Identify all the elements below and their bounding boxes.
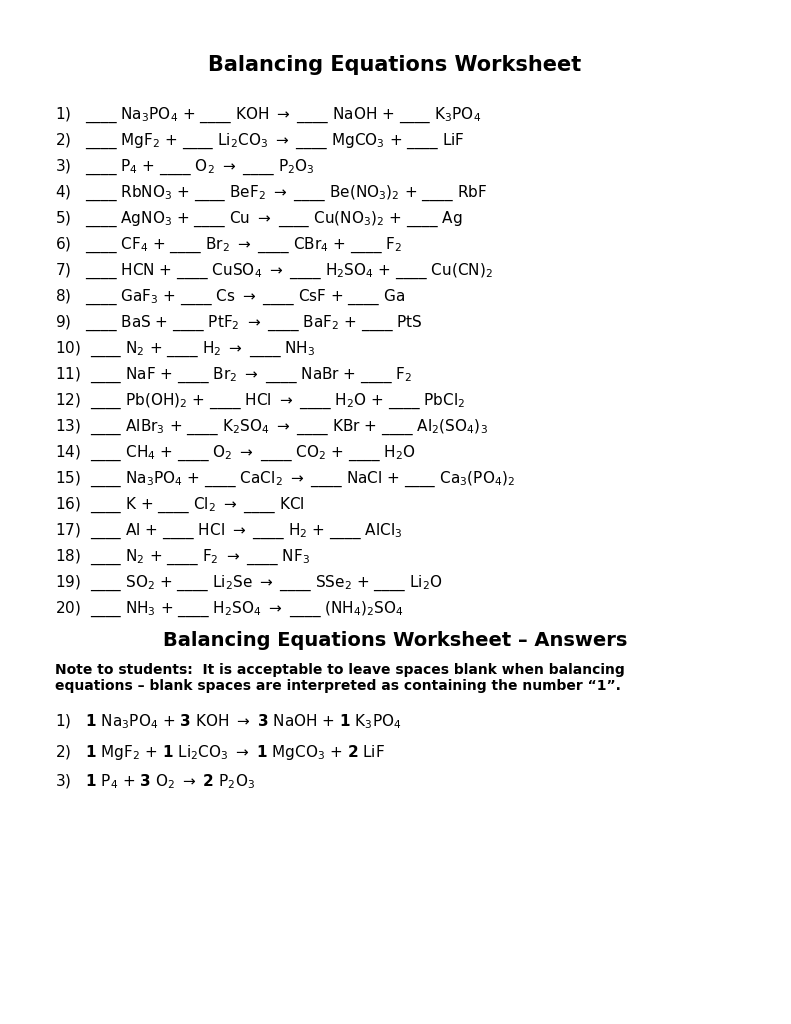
Text: 9)   ____ BaS + ____ PtF$_2$ $\rightarrow$ ____ BaF$_2$ + ____ PtS: 9) ____ BaS + ____ PtF$_2$ $\rightarrow$… <box>55 313 423 333</box>
Text: 3)   ____ P$_4$ + ____ O$_2$ $\rightarrow$ ____ P$_2$O$_3$: 3) ____ P$_4$ + ____ O$_2$ $\rightarrow$… <box>55 158 315 177</box>
Text: 2)   ____ MgF$_2$ + ____ Li$_2$CO$_3$ $\rightarrow$ ____ MgCO$_3$ + ____ LiF: 2) ____ MgF$_2$ + ____ Li$_2$CO$_3$ $\ri… <box>55 131 464 151</box>
Text: 16)  ____ K + ____ Cl$_2$ $\rightarrow$ ____ KCl: 16) ____ K + ____ Cl$_2$ $\rightarrow$ _… <box>55 496 305 515</box>
Text: 20)  ____ NH$_3$ + ____ H$_2$SO$_4$ $\rightarrow$ ____ (NH$_4$)$_2$SO$_4$: 20) ____ NH$_3$ + ____ H$_2$SO$_4$ $\rig… <box>55 599 403 618</box>
Text: Balancing Equations Worksheet: Balancing Equations Worksheet <box>208 55 581 75</box>
Text: 18)  ____ N$_2$ + ____ F$_2$ $\rightarrow$ ____ NF$_3$: 18) ____ N$_2$ + ____ F$_2$ $\rightarrow… <box>55 547 310 566</box>
Text: 10)  ____ N$_2$ + ____ H$_2$ $\rightarrow$ ____ NH$_3$: 10) ____ N$_2$ + ____ H$_2$ $\rightarrow… <box>55 339 315 358</box>
Text: 7)   ____ HCN + ____ CuSO$_4$ $\rightarrow$ ____ H$_2$SO$_4$ + ____ Cu(CN)$_2$: 7) ____ HCN + ____ CuSO$_4$ $\rightarrow… <box>55 261 493 281</box>
Text: 11)  ____ NaF + ____ Br$_2$ $\rightarrow$ ____ NaBr + ____ F$_2$: 11) ____ NaF + ____ Br$_2$ $\rightarrow$… <box>55 366 413 385</box>
Text: 13)  ____ AlBr$_3$ + ____ K$_2$SO$_4$ $\rightarrow$ ____ KBr + ____ Al$_2$(SO$_4: 13) ____ AlBr$_3$ + ____ K$_2$SO$_4$ $\r… <box>55 418 488 436</box>
Text: 14)  ____ CH$_4$ + ____ O$_2$ $\rightarrow$ ____ CO$_2$ + ____ H$_2$O: 14) ____ CH$_4$ + ____ O$_2$ $\rightarro… <box>55 443 416 463</box>
Text: 17)  ____ Al + ____ HCl $\rightarrow$ ____ H$_2$ + ____ AlCl$_3$: 17) ____ Al + ____ HCl $\rightarrow$ ___… <box>55 521 403 541</box>
Text: 4)   ____ RbNO$_3$ + ____ BeF$_2$ $\rightarrow$ ____ Be(NO$_3$)$_2$ + ____ RbF: 4) ____ RbNO$_3$ + ____ BeF$_2$ $\righta… <box>55 183 487 203</box>
Text: 12)  ____ Pb(OH)$_2$ + ____ HCl $\rightarrow$ ____ H$_2$O + ____ PbCl$_2$: 12) ____ Pb(OH)$_2$ + ____ HCl $\rightar… <box>55 391 465 411</box>
Text: 1)   $\mathbf{1}$ Na$_3$PO$_4$ + $\mathbf{3}$ KOH $\rightarrow$ $\mathbf{3}$ NaO: 1) $\mathbf{1}$ Na$_3$PO$_4$ + $\mathbf{… <box>55 713 402 731</box>
Text: 8)   ____ GaF$_3$ + ____ Cs $\rightarrow$ ____ CsF + ____ Ga: 8) ____ GaF$_3$ + ____ Cs $\rightarrow$ … <box>55 288 405 307</box>
Text: Balancing Equations Worksheet – Answers: Balancing Equations Worksheet – Answers <box>163 631 627 649</box>
Text: 6)   ____ CF$_4$ + ____ Br$_2$ $\rightarrow$ ____ CBr$_4$ + ____ F$_2$: 6) ____ CF$_4$ + ____ Br$_2$ $\rightarro… <box>55 236 403 255</box>
Text: 2)   $\mathbf{1}$ MgF$_2$ + $\mathbf{1}$ Li$_2$CO$_3$ $\rightarrow$ $\mathbf{1}$: 2) $\mathbf{1}$ MgF$_2$ + $\mathbf{1}$ L… <box>55 742 385 762</box>
Text: Note to students:  It is acceptable to leave spaces blank when balancing: Note to students: It is acceptable to le… <box>55 663 625 677</box>
Text: 15)  ____ Na$_3$PO$_4$ + ____ CaCl$_2$ $\rightarrow$ ____ NaCl + ____ Ca$_3$(PO$: 15) ____ Na$_3$PO$_4$ + ____ CaCl$_2$ $\… <box>55 469 515 488</box>
Text: 5)   ____ AgNO$_3$ + ____ Cu $\rightarrow$ ____ Cu(NO$_3$)$_2$ + ____ Ag: 5) ____ AgNO$_3$ + ____ Cu $\rightarrow$… <box>55 209 463 228</box>
Text: equations – blank spaces are interpreted as containing the number “1”.: equations – blank spaces are interpreted… <box>55 679 621 693</box>
Text: 19)  ____ SO$_2$ + ____ Li$_2$Se $\rightarrow$ ____ SSe$_2$ + ____ Li$_2$O: 19) ____ SO$_2$ + ____ Li$_2$Se $\righta… <box>55 573 442 593</box>
Text: 1)   ____ Na$_3$PO$_4$ + ____ KOH $\rightarrow$ ____ NaOH + ____ K$_3$PO$_4$: 1) ____ Na$_3$PO$_4$ + ____ KOH $\righta… <box>55 105 481 125</box>
Text: 3)   $\mathbf{1}$ P$_4$ + $\mathbf{3}$ O$_2$ $\rightarrow$ $\mathbf{2}$ P$_2$O$_: 3) $\mathbf{1}$ P$_4$ + $\mathbf{3}$ O$_… <box>55 773 255 792</box>
